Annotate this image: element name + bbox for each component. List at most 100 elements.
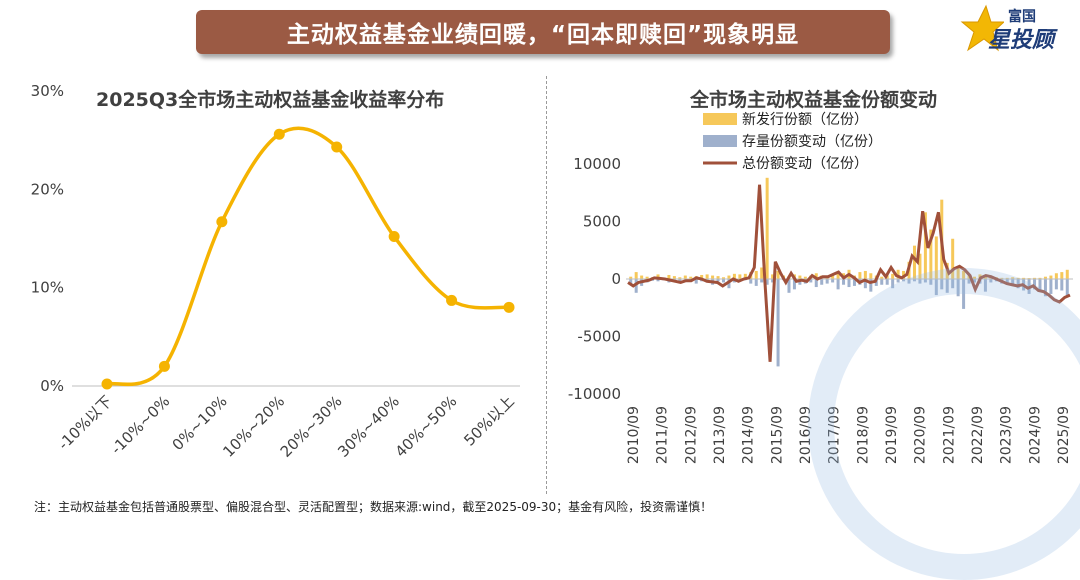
new-issue-bar [1043,276,1047,279]
right-y-tick-label: 0 [611,270,621,288]
right-bars [629,177,1069,367]
total-change-line [627,184,1071,362]
stock-change-bar [776,279,780,367]
legend-swatch-stock-change [703,135,737,147]
new-issue-bar [1000,277,1004,279]
share-change-chart: 全市场主动权益基金份额变动 新发行份额（亿份） 存量份额变动（亿份） 总份额变动… [568,88,1073,464]
new-issue-bar [1038,277,1042,279]
new-issue-bar [629,276,633,279]
new-issue-bar [929,229,933,279]
stock-change-bar [891,279,895,289]
left-data-point [101,378,113,390]
stock-change-bar [678,279,682,283]
right-x-tick-label: 2011/09 [655,406,671,464]
stock-change-bar [787,279,791,293]
left-data-point [331,141,343,153]
new-issue-bar [1016,277,1020,279]
right-x-axis: 2010/09 2011/09 2012/09 2013/09 2014/09 2015/… [626,406,1072,464]
new-issue-bar [934,236,938,279]
new-issue-bar [645,276,649,279]
new-issue-bar [891,273,895,279]
stock-change-bar [1033,279,1037,290]
new-issue-bar [689,276,693,279]
right-x-tick-label: 2018/09 [855,406,871,464]
right-y-tick-label: -10000 [568,385,621,403]
legend-label-stock-change: 存量份额变动（亿份） [742,134,882,150]
stock-change-bar [634,279,638,293]
left-chart-title: 2025Q3全市场主动权益基金收益率分布 [96,88,444,111]
new-issue-bar [1054,273,1058,279]
right-x-tick-label: 2010/09 [626,406,642,464]
new-issue-bar [967,275,971,279]
right-chart-title: 全市场主动权益基金份额变动 [689,88,937,111]
stock-change-bar [765,279,769,285]
stock-change-bar [1005,279,1009,285]
stock-change-bar [907,279,911,284]
stock-change-bar [863,279,867,289]
new-issue-bar [760,267,764,279]
new-issue-bar [880,276,884,279]
stock-change-bar [792,279,796,290]
stock-change-bar [967,279,971,284]
new-issue-bar [858,272,862,279]
stock-change-bar [754,279,758,286]
stock-change-bar [918,279,922,284]
stock-change-bar [814,279,818,288]
right-x-tick-label: 2019/09 [884,406,900,464]
new-issue-bar [754,270,758,279]
stock-change-bar [694,279,698,284]
brand-logo: 富国 星投顾 [960,4,1070,56]
new-issue-bar [711,275,715,279]
left-data-point [273,128,285,140]
new-issue-bar [672,276,676,279]
stock-change-bar [989,279,993,283]
left-x-tick-label: 50%以上 [460,392,518,450]
left-y-tick-label: 10% [31,279,64,297]
new-issue-bar [640,275,644,279]
new-issue-bar [973,276,977,279]
new-issue-bar [896,269,900,279]
new-issue-bar [1005,277,1009,279]
stock-change-bar [716,279,720,282]
legend-swatch-new-issue [703,113,737,125]
left-y-tick-label: 20% [31,180,64,198]
left-y-tick-label: 0% [40,377,64,395]
right-x-tick-label: 2025/09 [1056,406,1072,464]
left-data-point [503,301,515,313]
return-distribution-chart: 2025Q3全市场主动权益基金收益率分布 0% 10% 20% 30% -10%以下-… [31,82,520,461]
stock-change-bar [656,279,660,282]
stock-change-bar [771,279,775,283]
new-issue-bar [869,273,873,279]
stock-change-bar [902,279,906,282]
left-x-axis: -10%以下-10%~0%0%~10%10%~20%20%~30%30%~40%… [54,392,517,461]
right-x-tick-label: 2012/09 [683,406,699,464]
new-issue-bar [1022,277,1026,279]
stock-change-bar [923,279,927,283]
new-issue-bar [912,245,916,279]
right-x-tick-label: 2021/09 [941,406,957,464]
stock-change-bar [1060,279,1064,291]
stock-change-bar [1038,279,1042,292]
left-y-axis: 0% 10% 20% 30% [31,82,64,395]
stock-change-bar [962,279,966,309]
stock-change-bar [929,279,933,285]
stock-change-bar [983,279,987,292]
left-data-points [101,128,515,390]
stock-change-bar [896,279,900,283]
stock-change-bar [934,279,938,296]
stock-change-bar [1054,279,1058,290]
stock-change-bar [885,279,889,285]
new-issue-bar [831,274,835,279]
banner-title: 主动权益基金业绩回暖，“回本即赎回”现象明显 [196,10,890,54]
new-issue-bar [863,270,867,279]
right-x-tick-label: 2016/09 [798,406,814,464]
stock-change-bar [852,279,856,286]
right-x-tick-label: 2014/09 [741,406,757,464]
stock-change-bar [847,279,851,288]
stock-change-bar [1049,279,1053,294]
legend-label-total-change: 总份额变动（亿份） [742,156,868,172]
new-issue-bar [1049,275,1053,279]
chart-divider [546,76,547,494]
new-issue-bar [776,270,780,279]
new-issue-bar [956,266,960,279]
